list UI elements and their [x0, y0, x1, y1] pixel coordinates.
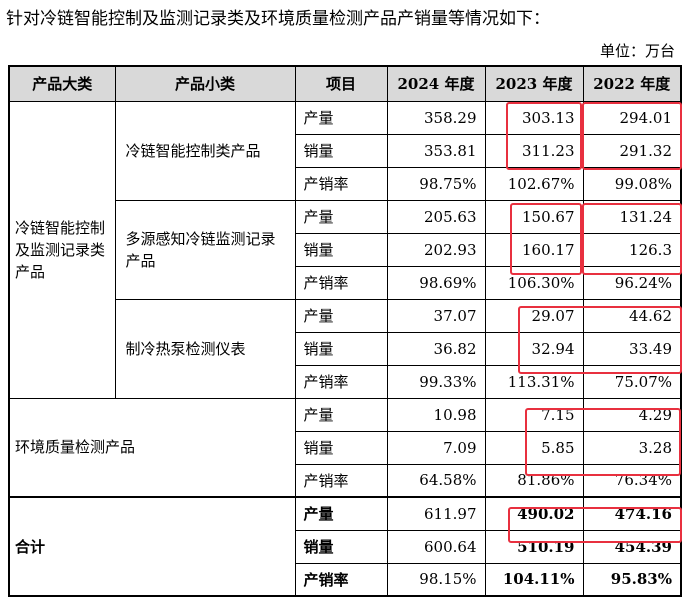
- value-2023: 106.30%: [484, 265, 584, 300]
- item-label: 产销率: [294, 364, 388, 399]
- value-2024: 205.63: [386, 199, 486, 234]
- table-row-total: 合计 产量 611.97 490.02 474.16: [8, 496, 682, 597]
- header-2023: 2023 年度: [484, 65, 584, 102]
- category-environment: 环境质量检测产品: [8, 397, 296, 498]
- category-coldchain: 冷链智能控制及监测记录类产品: [8, 100, 116, 399]
- header-subcategory: 产品小类: [114, 65, 296, 102]
- item-label: 产销率: [294, 166, 388, 201]
- value-2022: 126.3: [582, 232, 682, 267]
- table-row-total: 产销率 98.15% 104.11% 95.83%: [9, 562, 682, 597]
- subcategory-heatpump: 制冷热泵检测仪表: [114, 298, 296, 399]
- table-row: 制冷热泵检测仪表 产量 37.07 29.07 44.62: [9, 298, 682, 399]
- table-row: 冷链智能控制及监测记录类产品 冷链智能控制类产品 产量 358.29 303.1…: [8, 100, 682, 399]
- value-2024: 37.07: [386, 298, 486, 333]
- value-2024: 358.29: [386, 100, 486, 135]
- table-row: 产销率 98.69% 106.30% 96.24%: [9, 265, 682, 300]
- value-2022: 96.24%: [582, 265, 682, 300]
- value-2022: 99.08%: [582, 166, 682, 201]
- value-2023: 150.67: [484, 199, 584, 234]
- value-2024: 10.98: [386, 397, 486, 432]
- item-label: 销量: [294, 331, 388, 366]
- category-total: 合计: [8, 496, 296, 597]
- value-2023: 5.85: [484, 430, 584, 465]
- intro-text: 针对冷链智能控制及监测记录类及环境质量检测产品产销量等情况如下：: [6, 9, 550, 29]
- value-2024: 98.15%: [386, 562, 486, 597]
- value-2024: 64.58%: [386, 463, 486, 498]
- unit-label: 单位：万台: [599, 42, 675, 60]
- table-row: 产销率 98.75% 102.67% 99.08%: [9, 166, 682, 201]
- value-2024: 202.93: [386, 232, 486, 267]
- item-label: 产量: [294, 397, 388, 432]
- value-2023: 303.13: [484, 100, 584, 135]
- value-2022: 474.16: [582, 496, 682, 531]
- value-2023: 490.02: [484, 496, 584, 531]
- table-row-total: 销量 600.64 510.19 454.39: [9, 529, 682, 564]
- value-2024: 98.69%: [386, 265, 486, 300]
- value-2022: 294.01: [582, 100, 682, 135]
- table-row: 产销率 99.33% 113.31% 75.07%: [9, 364, 682, 399]
- value-2022: 454.39: [582, 529, 682, 564]
- item-label: 销量: [294, 133, 388, 168]
- value-2022: 131.24: [582, 199, 682, 234]
- value-2023: 510.19: [484, 529, 584, 564]
- header-2022: 2022 年度: [582, 65, 682, 102]
- item-label: 销量: [294, 232, 388, 267]
- item-label: 产量: [294, 100, 388, 135]
- header-category: 产品大类: [8, 65, 116, 102]
- value-2022: 291.32: [582, 133, 682, 168]
- value-2024: 7.09: [386, 430, 486, 465]
- value-2022: 44.62: [582, 298, 682, 333]
- value-2022: 33.49: [582, 331, 682, 366]
- value-2023: 7.15: [484, 397, 584, 432]
- item-label: 产量: [294, 298, 388, 333]
- table-row: 环境质量检测产品 产量 10.98 7.15 4.29: [8, 397, 682, 498]
- value-2022: 4.29: [582, 397, 682, 432]
- value-2022: 75.07%: [582, 364, 682, 399]
- value-2022: 3.28: [582, 430, 682, 465]
- subcategory-monitor: 多源感知冷链监测记录产品: [114, 199, 296, 300]
- item-label: 产销率: [294, 562, 388, 597]
- value-2023: 81.86%: [484, 463, 584, 498]
- value-2024: 98.75%: [386, 166, 486, 201]
- subcategory-control: 冷链智能控制类产品: [114, 100, 296, 201]
- table-row: 销量 202.93 160.17 126.3: [9, 232, 682, 267]
- value-2024: 600.64: [386, 529, 486, 564]
- item-label: 销量: [294, 529, 388, 564]
- value-2023: 160.17: [484, 232, 584, 267]
- value-2024: 353.81: [386, 133, 486, 168]
- value-2023: 113.31%: [484, 364, 584, 399]
- value-2023: 311.23: [484, 133, 584, 168]
- production-sales-table: 产品大类 产品小类 项目 2024 年度 2023 年度 2022 年度 冷链智…: [8, 65, 682, 597]
- value-2024: 611.97: [386, 496, 486, 531]
- item-label: 产销率: [294, 463, 388, 498]
- value-2022: 76.34%: [582, 463, 682, 498]
- value-2023: 29.07: [484, 298, 584, 333]
- value-2023: 104.11%: [484, 562, 584, 597]
- item-label: 产量: [294, 199, 388, 234]
- table-row: 销量 36.82 32.94 33.49: [9, 331, 682, 366]
- item-label: 销量: [294, 430, 388, 465]
- header-2024: 2024 年度: [386, 65, 486, 102]
- header-item: 项目: [294, 65, 388, 102]
- item-label: 产量: [294, 496, 388, 531]
- value-2024: 36.82: [386, 331, 486, 366]
- value-2022: 95.83%: [582, 562, 682, 597]
- value-2024: 99.33%: [386, 364, 486, 399]
- value-2023: 32.94: [484, 331, 584, 366]
- table-header-row: 产品大类 产品小类 项目 2024 年度 2023 年度 2022 年度: [8, 65, 682, 102]
- item-label: 产销率: [294, 265, 388, 300]
- value-2023: 102.67%: [484, 166, 584, 201]
